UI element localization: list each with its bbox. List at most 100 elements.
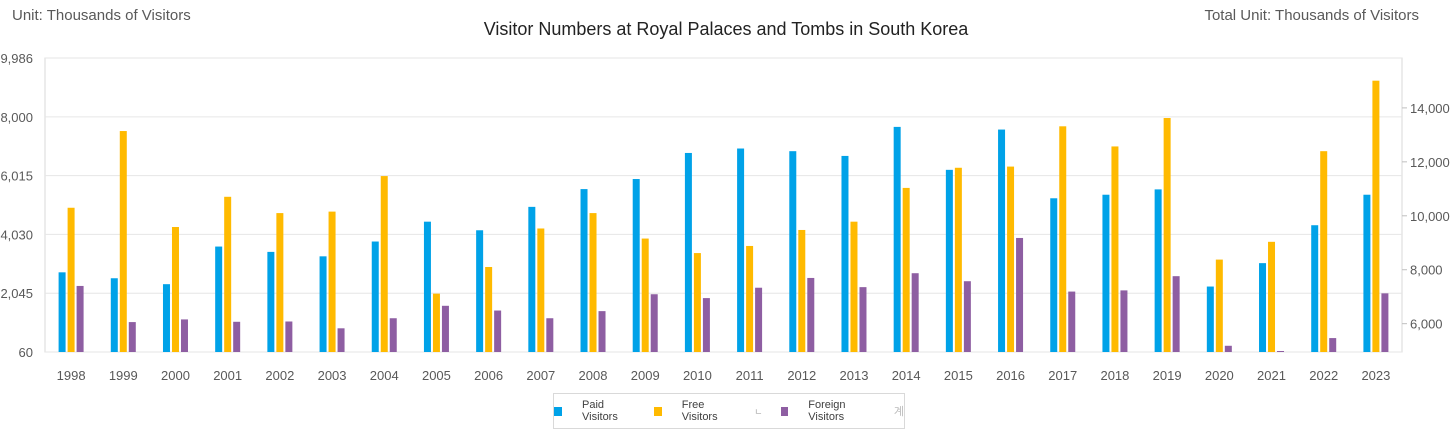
x-axis: 1998 1999 2000 2001 2002 2003 2004 2005 2006 2007… xyxy=(57,368,1391,383)
bar-foreign-visitors-2003 xyxy=(337,328,345,352)
bar-foreign-visitors-1999 xyxy=(128,322,136,352)
bar-paid-visitors-2018 xyxy=(1102,194,1110,352)
legend-label-paid: Paid Visitors xyxy=(581,399,618,423)
bar-paid-visitors-2017 xyxy=(1050,198,1058,352)
bar-free-visitors-2017 xyxy=(1059,126,1067,352)
legend-item-foreign[interactable]: Foreign Visitors 계 xyxy=(780,399,904,423)
x-tick-label: 1998 xyxy=(57,368,86,383)
bar-paid-visitors-2000 xyxy=(162,284,170,352)
legend-extra-mark-2: 계 xyxy=(893,406,904,418)
x-tick-label: 2022 xyxy=(1309,368,1338,383)
chart-title: Visitor Numbers at Royal Palaces and Tom… xyxy=(483,19,969,39)
bar-free-visitors-2019 xyxy=(1163,118,1171,353)
bar-paid-visitors-2013 xyxy=(841,155,849,352)
plot-frame xyxy=(44,57,1403,353)
bar-foreign-visitors-2013 xyxy=(859,287,867,352)
x-tick-label: 2010 xyxy=(683,368,712,383)
bar-chart: 60 2,045 4,030 6,015 8,000 9,986 6,000 8,000 10… xyxy=(0,51,1450,383)
bar-paid-visitors-1998 xyxy=(58,272,66,352)
right-axis: 6,000 8,000 10,000 12,000 14,000 xyxy=(1402,101,1450,332)
left-unit-label: Unit: Thousands of Visitors xyxy=(12,7,191,24)
bars xyxy=(58,80,1389,353)
bar-foreign-visitors-2021 xyxy=(1277,351,1285,352)
bar-foreign-visitors-2011 xyxy=(755,287,763,352)
bar-paid-visitors-2007 xyxy=(528,206,536,352)
bar-paid-visitors-2008 xyxy=(580,189,588,352)
bar-paid-visitors-2006 xyxy=(476,230,484,352)
bar-free-visitors-2021 xyxy=(1268,241,1276,352)
left-axis: 60 2,045 4,030 6,015 8,000 9,986 xyxy=(0,51,33,360)
right-tick-label: 6,000 xyxy=(1410,317,1443,332)
x-tick-label: 2013 xyxy=(840,368,869,383)
bar-free-visitors-2018 xyxy=(1111,146,1119,352)
bar-paid-visitors-2015 xyxy=(945,169,953,352)
legend-label-free: Free Visitors xyxy=(681,399,718,423)
bar-foreign-visitors-2001 xyxy=(233,321,241,352)
bar-free-visitors-2002 xyxy=(276,213,284,352)
bar-paid-visitors-2009 xyxy=(632,179,640,352)
bar-paid-visitors-2023 xyxy=(1363,194,1371,352)
x-tick-label: 2003 xyxy=(318,368,347,383)
bar-free-visitors-2003 xyxy=(328,211,336,352)
bar-foreign-visitors-2007 xyxy=(546,318,554,352)
x-tick-label: 2020 xyxy=(1205,368,1234,383)
x-tick-label: 1999 xyxy=(109,368,138,383)
right-tick-label: 10,000 xyxy=(1410,209,1450,224)
bar-paid-visitors-2004 xyxy=(371,241,379,352)
x-tick-label: 2016 xyxy=(996,368,1025,383)
bar-free-visitors-2006 xyxy=(485,266,493,352)
bar-free-visitors-1998 xyxy=(67,207,75,352)
bar-foreign-visitors-2017 xyxy=(1068,291,1076,352)
bar-foreign-visitors-2005 xyxy=(441,305,449,352)
bar-free-visitors-2023 xyxy=(1372,80,1380,352)
bar-paid-visitors-2002 xyxy=(267,251,275,352)
left-tick-label: 6,015 xyxy=(0,169,33,184)
bar-free-visitors-2001 xyxy=(224,196,232,352)
bar-paid-visitors-1999 xyxy=(110,278,118,352)
bar-foreign-visitors-2014 xyxy=(911,273,919,352)
legend-item-paid[interactable]: Paid Visitors xyxy=(554,399,636,423)
x-tick-label: 2005 xyxy=(422,368,451,383)
right-tick-label: 8,000 xyxy=(1410,263,1443,278)
bar-free-visitors-2011 xyxy=(746,245,754,352)
bar-foreign-visitors-2012 xyxy=(807,277,815,352)
bar-foreign-visitors-2008 xyxy=(598,311,606,352)
left-tick-label: 9,986 xyxy=(0,51,33,66)
x-tick-label: 2014 xyxy=(892,368,921,383)
bar-free-visitors-2007 xyxy=(537,228,545,352)
x-tick-label: 2000 xyxy=(161,368,190,383)
legend-extra-mark-1: ㄴ xyxy=(754,406,763,417)
bar-foreign-visitors-2010 xyxy=(702,298,710,352)
legend-swatch-free xyxy=(654,406,662,416)
x-tick-label: 2002 xyxy=(265,368,294,383)
legend: Paid Visitors Free Visitors ㄴ Foreign Vi… xyxy=(553,393,905,429)
bar-paid-visitors-2010 xyxy=(684,152,692,352)
x-tick-label: 2004 xyxy=(370,368,399,383)
bar-paid-visitors-2005 xyxy=(423,221,431,352)
bar-paid-visitors-2011 xyxy=(737,148,745,352)
bar-foreign-visitors-2022 xyxy=(1329,338,1337,352)
bar-foreign-visitors-2004 xyxy=(389,318,397,352)
bar-paid-visitors-2021 xyxy=(1259,263,1267,352)
bar-paid-visitors-2019 xyxy=(1154,189,1162,352)
x-tick-label: 2009 xyxy=(631,368,660,383)
bar-free-visitors-1999 xyxy=(119,131,127,352)
bar-free-visitors-2000 xyxy=(171,227,179,352)
bar-foreign-visitors-2023 xyxy=(1381,293,1389,352)
left-tick-label: 60 xyxy=(19,345,33,360)
gridlines xyxy=(44,57,1403,353)
x-tick-label: 2017 xyxy=(1048,368,1077,383)
bar-free-visitors-2012 xyxy=(798,229,806,352)
bar-foreign-visitors-2009 xyxy=(650,294,658,352)
bar-foreign-visitors-2000 xyxy=(180,319,188,352)
left-tick-label: 8,000 xyxy=(0,110,33,125)
left-tick-label: 4,030 xyxy=(0,227,33,242)
x-tick-label: 2007 xyxy=(526,368,555,383)
legend-swatch-foreign xyxy=(780,406,789,416)
x-tick-label: 2021 xyxy=(1257,368,1286,383)
bar-foreign-visitors-1998 xyxy=(76,285,84,352)
legend-item-free[interactable]: Free Visitors ㄴ xyxy=(654,399,763,423)
x-tick-label: 2012 xyxy=(787,368,816,383)
bar-free-visitors-2005 xyxy=(432,293,440,352)
bar-free-visitors-2004 xyxy=(380,176,388,352)
